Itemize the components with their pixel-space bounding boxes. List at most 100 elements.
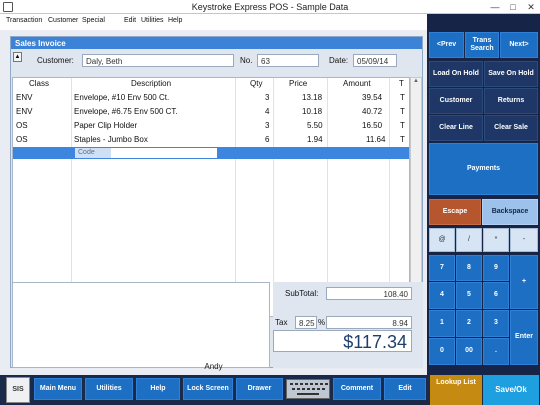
table-scrollbar[interactable]: ▲ ▼ — [410, 77, 422, 317]
cell-amount: 11.64 — [366, 135, 386, 144]
code-input[interactable] — [111, 148, 217, 158]
drawer-button[interactable]: Drawer — [236, 378, 283, 400]
edit-button[interactable]: Edit — [384, 378, 426, 400]
number-label: No. — [240, 56, 253, 65]
key-plus[interactable]: + — [510, 255, 538, 309]
tax-rate-field[interactable]: 8.25 — [295, 316, 317, 329]
maximize-button[interactable]: □ — [510, 2, 516, 12]
clear-sale-button[interactable]: Clear Sale — [484, 115, 538, 141]
sales-invoice-panel: Sales Invoice ▲ Customer: Daly, Beth No.… — [10, 36, 423, 368]
date-field[interactable]: 05/09/14 — [353, 54, 397, 67]
save-on-hold-button[interactable]: Save On Hold — [484, 61, 538, 87]
cell-amount: 39.54 — [362, 93, 383, 102]
key-1[interactable]: 1 — [429, 310, 455, 337]
key-8[interactable]: 8 — [456, 255, 482, 281]
cell-price: 5.50 — [307, 121, 323, 130]
date-label: Date: — [329, 56, 349, 65]
grand-total: $117.34 — [273, 330, 412, 352]
key-5[interactable]: 5 — [456, 282, 482, 309]
prev-button[interactable]: <Prev — [429, 32, 464, 58]
app-icon — [3, 2, 13, 12]
tax-percent-sign: % — [318, 318, 326, 327]
column-divider — [327, 78, 328, 316]
cell-class: ENV — [16, 107, 33, 116]
escape-button[interactable]: Escape — [429, 199, 481, 225]
menu-customer[interactable]: Customer — [48, 17, 79, 24]
load-on-hold-button[interactable]: Load On Hold — [429, 61, 483, 87]
utilities-button[interactable]: Utilities — [85, 378, 133, 400]
sis-logo: SIS — [6, 377, 30, 403]
invoice-line-table: Class Description Qty Price Amount T ENV… — [12, 77, 410, 317]
cell-qty: 3 — [265, 121, 270, 130]
payments-button[interactable]: Payments — [429, 143, 538, 195]
clear-line-button[interactable]: Clear Line — [429, 115, 483, 141]
menu-bar: Transaction Customer Special Edit Utilit… — [0, 14, 427, 30]
menu-help[interactable]: Help — [168, 17, 183, 24]
menu-utilities[interactable]: Utilities — [141, 17, 164, 24]
column-divider — [71, 78, 72, 316]
save-ok-button[interactable]: Save/Ok — [483, 375, 539, 405]
key-00[interactable]: 00 — [456, 338, 482, 365]
header-class[interactable]: Class — [29, 79, 50, 88]
menu-transaction[interactable]: Transaction — [6, 17, 43, 24]
comment-button[interactable]: Comment — [333, 378, 381, 400]
lock-screen-button[interactable]: Lock Screen — [183, 378, 233, 400]
scroll-up-icon[interactable]: ▲ — [413, 78, 419, 84]
key-7[interactable]: 7 — [429, 255, 455, 281]
cell-amount: 40.72 — [362, 107, 383, 116]
keypad-panel: <Prev Trans Search Next> Load On Hold Sa… — [427, 14, 540, 375]
cell-price: 10.18 — [302, 107, 323, 116]
totals-panel: SubTotal: 108.40 Tax 8.25 % 8.94 $117.34 — [273, 282, 423, 368]
key-4[interactable]: 4 — [429, 282, 455, 309]
title-bar: Keystroke Express POS - Sample Data — □ … — [0, 0, 540, 14]
menu-special[interactable]: Special — [82, 17, 105, 24]
next-button[interactable]: Next> — [500, 32, 538, 58]
customer-field[interactable]: Daly, Beth — [82, 54, 234, 67]
cell-class: OS — [16, 135, 28, 144]
cell-class: ENV — [16, 93, 33, 102]
cell-amount: 16.50 — [362, 121, 383, 130]
menu-edit[interactable]: Edit — [124, 17, 137, 24]
header-taxable[interactable]: T — [399, 79, 404, 88]
keyboard-icon[interactable] — [286, 379, 330, 399]
lookup-list-button[interactable]: Lookup List — [430, 375, 482, 405]
key-6[interactable]: 6 — [483, 282, 509, 309]
key-0[interactable]: 0 — [429, 338, 455, 365]
help-button[interactable]: Help — [136, 378, 180, 400]
column-divider — [235, 78, 236, 316]
key-minus[interactable]: - — [510, 228, 538, 252]
code-label: Code — [75, 148, 111, 158]
cell-class: OS — [16, 121, 28, 130]
invoice-number-field[interactable]: 63 — [257, 54, 319, 67]
key-slash[interactable]: / — [456, 228, 482, 252]
key-9[interactable]: 9 — [483, 255, 509, 281]
cell-taxable: T — [400, 135, 405, 144]
customer-button[interactable]: Customer — [429, 88, 483, 114]
cell-description: Envelope, #10 Env 500 Ct. — [74, 93, 170, 102]
key-decimal[interactable]: . — [483, 338, 509, 365]
key-asterisk[interactable]: * — [483, 228, 509, 252]
main-menu-button[interactable]: Main Menu — [34, 378, 82, 400]
key-enter[interactable]: Enter — [510, 310, 538, 365]
subtotal-label: SubTotal: — [285, 289, 319, 298]
cell-price: 13.18 — [302, 93, 323, 102]
key-2[interactable]: 2 — [456, 310, 482, 337]
invoice-up-arrow-button[interactable]: ▲ — [13, 52, 22, 62]
header-price[interactable]: Price — [289, 79, 308, 88]
cell-price: 1.94 — [307, 135, 323, 144]
returns-button[interactable]: Returns — [484, 88, 538, 114]
trans-search-button[interactable]: Trans Search — [465, 32, 499, 58]
notes-area[interactable] — [12, 282, 270, 368]
close-button[interactable]: ✕ — [527, 2, 535, 12]
cell-description: Paper Clip Holder — [74, 121, 138, 130]
backspace-button[interactable]: Backspace — [482, 199, 538, 225]
header-amount[interactable]: Amount — [343, 79, 371, 88]
window-title: Keystroke Express POS - Sample Data — [191, 2, 349, 12]
header-description[interactable]: Description — [131, 79, 172, 88]
key-at[interactable]: @ — [429, 228, 455, 252]
key-3[interactable]: 3 — [483, 310, 509, 337]
cell-qty: 6 — [265, 135, 270, 144]
tax-value: 8.94 — [326, 316, 412, 329]
minimize-button[interactable]: — — [490, 2, 500, 12]
header-qty[interactable]: Qty — [250, 79, 263, 88]
